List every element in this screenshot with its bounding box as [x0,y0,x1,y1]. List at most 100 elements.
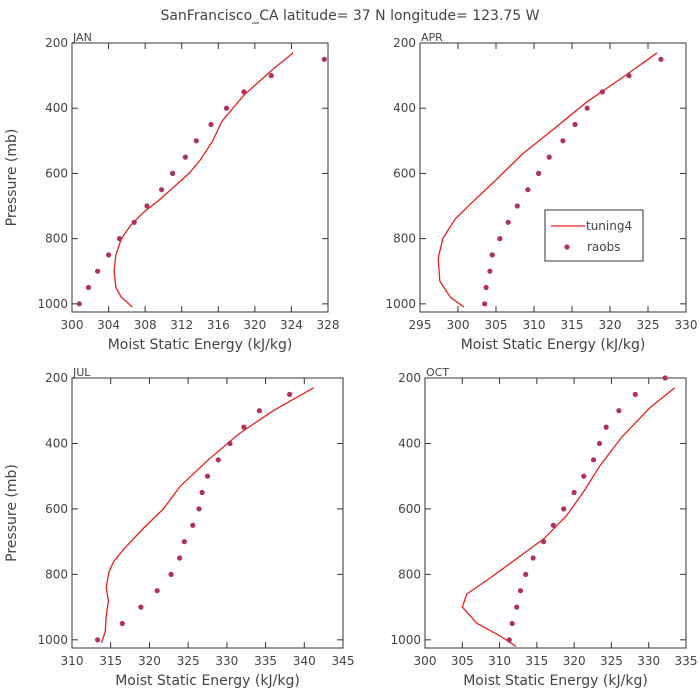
series-point-raobs [561,506,567,512]
series-point-raobs [616,408,622,414]
series-point-raobs [159,187,165,193]
series-point-raobs [489,252,495,258]
series-point-raobs [530,555,536,561]
x-tick-label: 305 [485,318,508,332]
month-label: APR [421,31,443,44]
y-tick-label: 1000 [37,633,68,647]
y-tick-label: 400 [398,436,421,450]
y-tick-label: 400 [45,436,68,450]
x-tick-label: 310 [61,654,84,668]
x-tick-label: 315 [525,654,548,668]
x-tick-label: 340 [293,654,316,668]
panel-apr: APR 295 300 305 310 315 320 325 330 200 400 600 800 1… [385,31,697,353]
x-tick-label: 320 [243,318,266,332]
series-point-raobs [603,424,609,430]
series-point-raobs [144,203,150,209]
series-point-raobs [525,187,531,193]
x-tick-label: 320 [563,654,586,668]
series-point-raobs [658,56,664,62]
panel-jan: JAN 300 304 308 312 316 320 324 328 200 400 600 800 1… [4,31,339,353]
series-point-raobs [193,138,199,144]
legend-marker-swatch [564,244,570,250]
y-tick-label: 200 [398,371,421,385]
x-tick-label: 330 [215,654,238,668]
series-point-raobs [517,588,524,594]
legend-label-obs: raobs [587,240,621,254]
series-point-raobs [76,301,82,307]
y-tick-label: 800 [45,232,68,246]
series-point-raobs [177,555,183,561]
y-tick-label: 800 [398,567,421,581]
series-line-tuning4 [100,387,314,644]
series-point-raobs [204,473,211,479]
x-tick-label: 330 [675,318,698,332]
series-point-raobs [626,73,632,79]
y-tick-label: 600 [398,502,421,516]
x-tick-label: 300 [61,318,84,332]
plot-frame [71,377,344,649]
y-tick-label: 200 [45,371,68,385]
x-tick-label: 316 [207,318,230,332]
y-axis-label: Pressure (mb) [4,129,20,227]
figure-title: SanFrancisco_CA latitude= 37 N longitude… [160,8,539,24]
series-point-raobs [523,571,529,578]
series-point-raobs [287,391,293,397]
y-tick-label: 800 [393,232,416,246]
x-tick-label: 305 [451,654,474,668]
x-tick-label: 315 [561,318,584,332]
x-tick-label: 295 [409,318,432,332]
series-point-raobs [550,522,556,528]
month-label: JAN [72,31,92,44]
series-point-raobs [241,424,247,430]
series-point-raobs [241,89,247,95]
series-point-raobs [268,73,274,79]
series-point-raobs [483,284,489,291]
series-point-raobs [95,268,101,274]
y-tick-label: 200 [45,36,68,50]
series-point-raobs [116,236,123,242]
plot-frame [71,42,329,313]
series-point-raobs [541,539,547,545]
series-point-raobs [599,89,606,95]
series-line-tuning4 [113,52,294,308]
month-label: JUL [72,366,91,379]
series-line-tuning4 [461,387,676,647]
y-tick-label: 800 [45,567,68,581]
y-tick-label: 600 [45,502,68,516]
series-line-tuning4 [437,52,658,308]
y-tick-label: 200 [393,36,416,50]
series-point-raobs [223,105,230,111]
x-tick-label: 335 [254,654,277,668]
series-point-raobs [581,473,587,479]
x-tick-label: 310 [523,318,546,332]
series-point-raobs [514,203,520,209]
x-tick-label: 320 [599,318,622,332]
series-point-raobs [590,457,597,463]
panel-oct: OCT 300 305 310 315 320 325 330 335 200 400 600 800 1… [390,366,697,689]
series-point-raobs [85,284,92,291]
series-point-raobs [190,522,196,528]
x-tick-label: 325 [637,318,660,332]
x-tick-label: 325 [600,654,623,668]
series-point-raobs [95,637,101,643]
y-tick-label: 600 [393,166,416,180]
series-point-raobs [119,620,125,627]
series-point-raobs [596,440,603,447]
series-point-raobs [106,252,112,258]
panel-jul: JUL 310 315 320 325 330 335 340 345 200 400 600 800 1… [4,366,354,689]
series-point-raobs [215,457,221,463]
x-axis-label: Moist Static Energy (kJ/kg) [463,673,648,689]
series-point-raobs [584,105,590,111]
x-tick-label: 300 [447,318,470,332]
series-point-raobs [168,571,174,578]
series-point-raobs [321,56,327,62]
x-tick-label: 312 [170,318,193,332]
legend: tuning4 raobs [544,209,644,262]
series-point-raobs [505,219,511,225]
series-point-raobs [560,138,566,144]
series-point-raobs [181,539,187,545]
x-axis-label: Moist Static Energy (kJ/kg) [461,337,646,353]
x-tick-label: 300 [414,654,437,668]
legend-label-model: tuning4 [586,219,632,233]
x-axis-label: Moist Static Energy (kJ/kg) [108,337,293,353]
